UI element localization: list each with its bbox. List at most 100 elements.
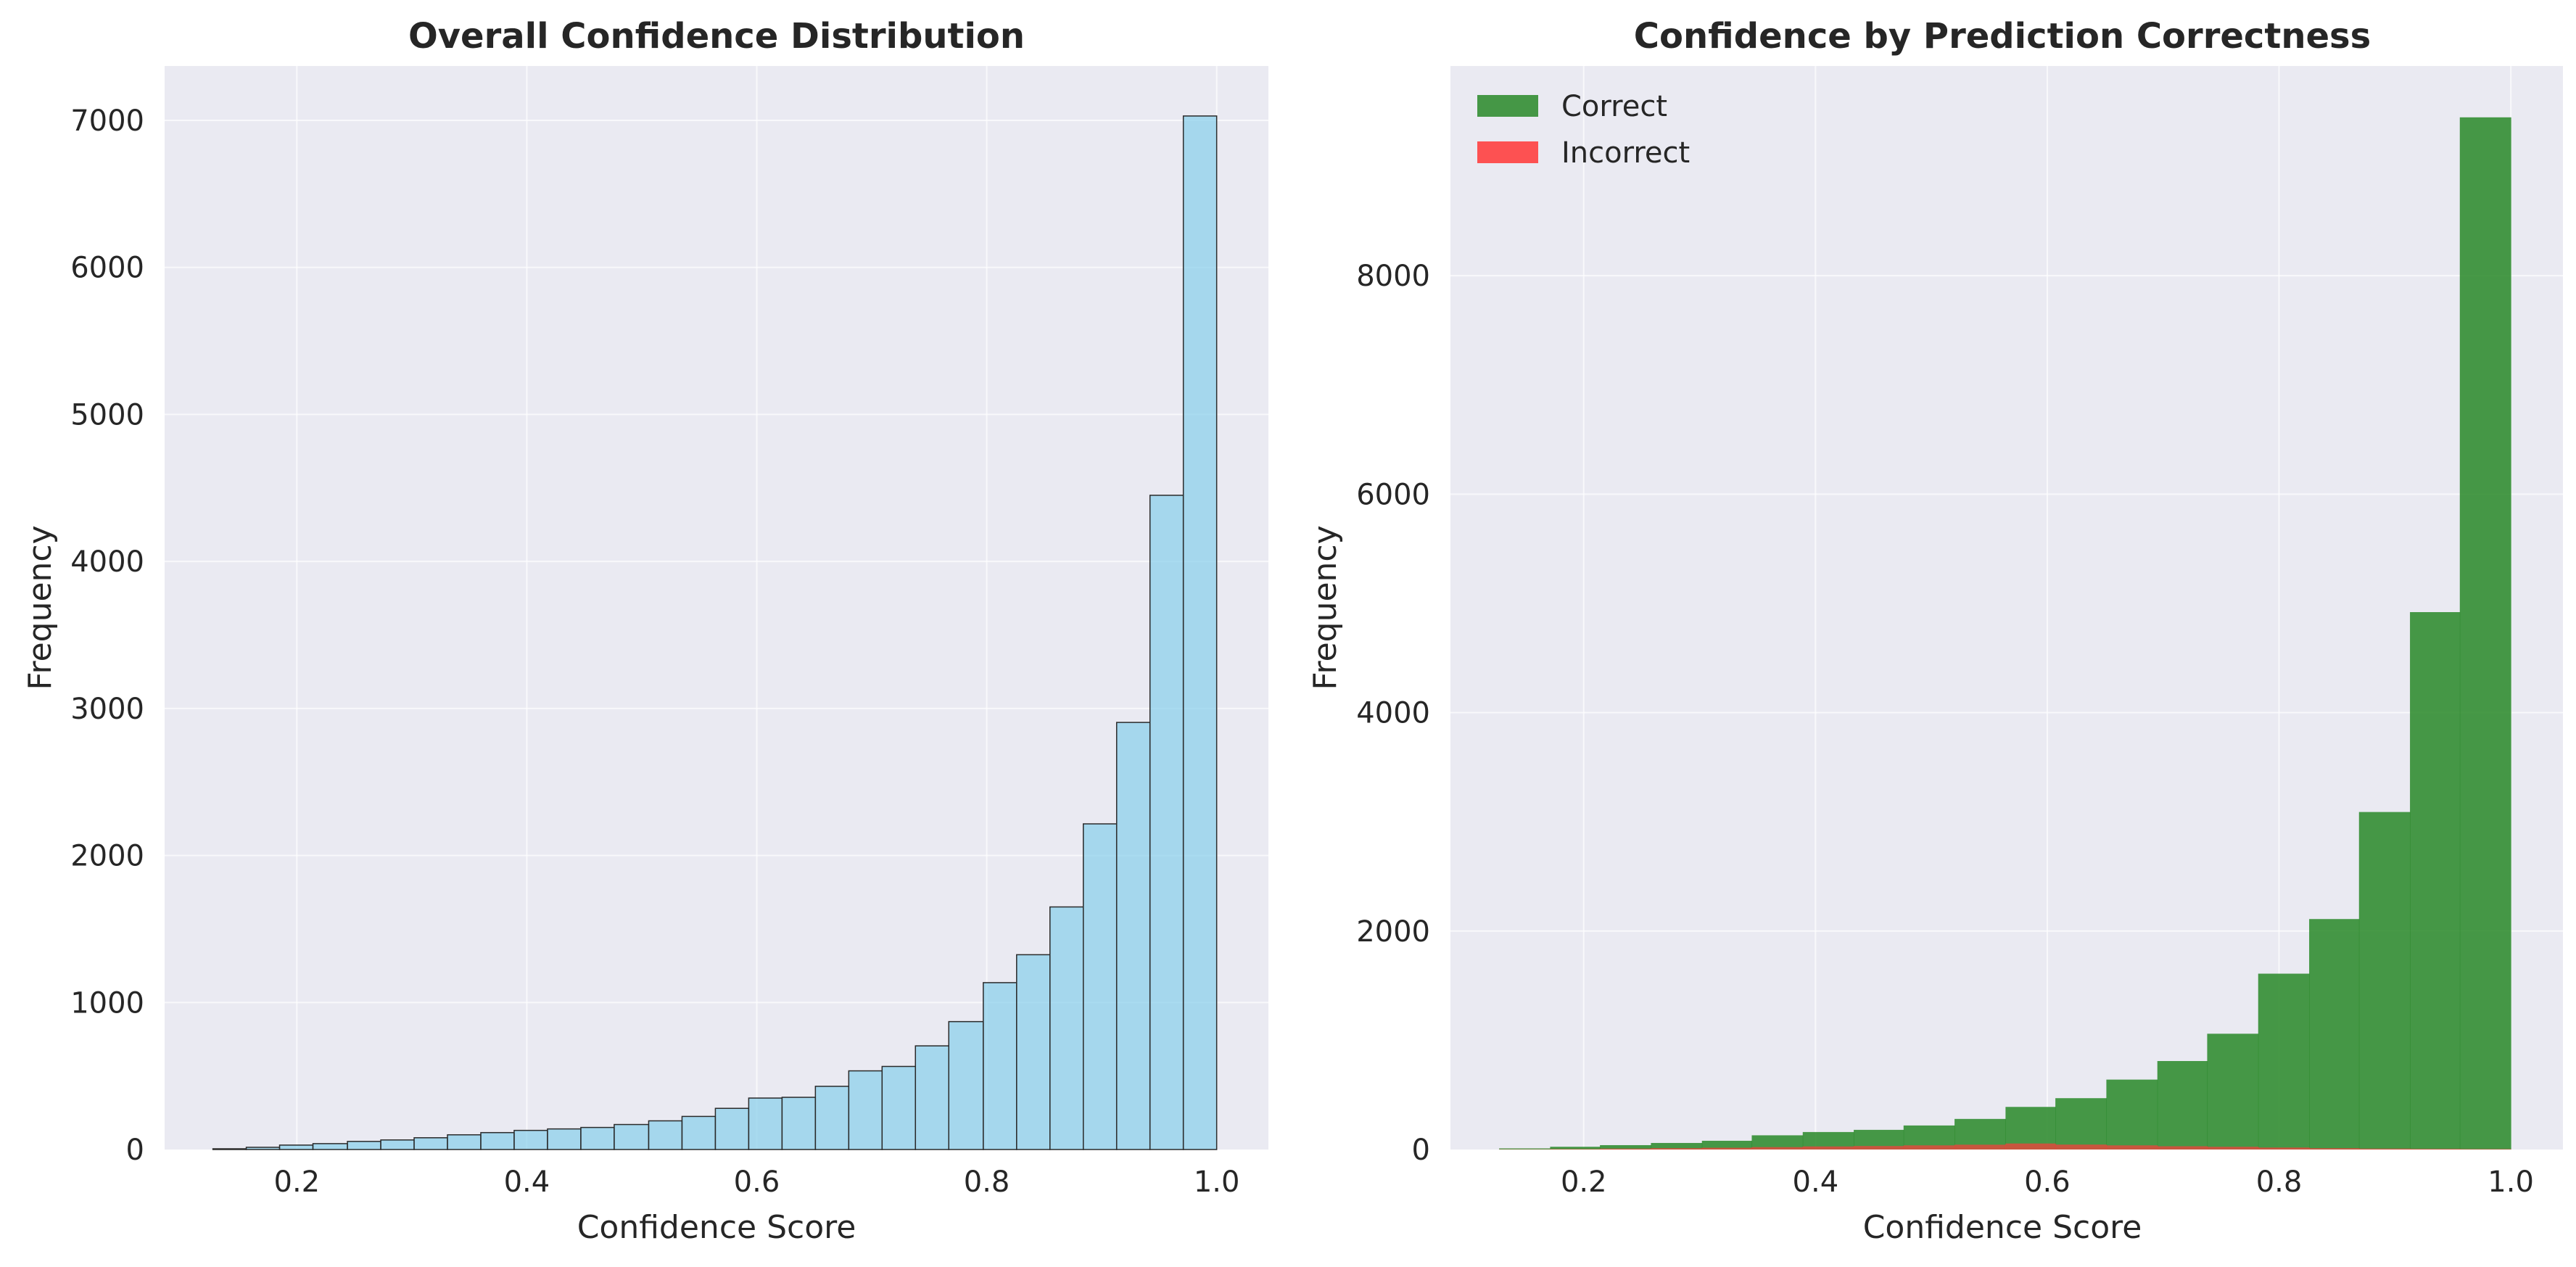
left-y-tick-labels: 0 1000 2000 3000 4000 5000 6000 7000	[70, 104, 144, 1167]
incorrect-bar	[2005, 1143, 2056, 1150]
incorrect-bar	[1903, 1145, 1955, 1150]
legend-label-incorrect: Incorrect	[1561, 136, 1690, 170]
incorrect-bar	[2258, 1147, 2310, 1150]
histogram-bar	[245, 1147, 281, 1150]
histogram-bar	[312, 1143, 348, 1150]
correct-bar	[1600, 1144, 1652, 1150]
correct-bar	[1701, 1140, 1753, 1150]
y-tick-label: 2000	[1356, 915, 1430, 949]
histogram-bar	[781, 1097, 817, 1150]
left-x-tick-labels: 0.2 0.4 0.6 0.8 1.0	[274, 1165, 1240, 1199]
histogram-bar	[1115, 722, 1151, 1150]
correct-bar	[1499, 1148, 1551, 1150]
incorrect-bar	[1651, 1148, 1703, 1150]
left-chart: 0.2 0.4 0.6 0.8 1.0 0 1000 2000 3000 4000 5000 600…	[22, 16, 1268, 1246]
correct-bar	[2106, 1079, 2158, 1150]
incorrect-bar	[1701, 1147, 1753, 1150]
incorrect-bar	[2410, 1149, 2461, 1150]
correct-bar	[2055, 1098, 2108, 1150]
histogram-bar	[513, 1129, 548, 1150]
histogram-bar	[580, 1126, 615, 1150]
histogram-bar	[1182, 115, 1218, 1150]
correct-bar	[2410, 612, 2461, 1150]
incorrect-bar	[1751, 1147, 1804, 1150]
incorrect-bar	[2358, 1148, 2411, 1150]
y-tick-label: 0	[1412, 1134, 1430, 1167]
y-tick-label: 6000	[70, 252, 144, 285]
histogram-bar	[881, 1065, 917, 1150]
correct-bar	[1751, 1135, 1804, 1150]
x-tick-label: 0.2	[1561, 1165, 1607, 1199]
y-tick-label: 7000	[70, 104, 144, 138]
histogram-bar	[480, 1131, 515, 1150]
histogram-bar	[714, 1107, 750, 1150]
right-chart-title: Confidence by Prediction Correctness	[1634, 16, 2371, 57]
correct-bar	[1954, 1118, 2007, 1150]
histogram-bar	[380, 1139, 415, 1150]
legend-label-correct: Correct	[1561, 90, 1667, 123]
incorrect-bar	[2106, 1145, 2158, 1150]
histogram-bar	[648, 1120, 683, 1150]
y-tick-label: 3000	[70, 693, 144, 726]
x-tick-label: 0.2	[274, 1165, 321, 1199]
correct-bar	[1550, 1147, 1601, 1150]
histogram-bar	[848, 1070, 883, 1150]
histogram-bar	[413, 1137, 448, 1150]
x-tick-label: 1.0	[2488, 1165, 2534, 1199]
x-tick-label: 0.4	[504, 1165, 550, 1199]
histogram-bar	[447, 1134, 482, 1150]
correct-bar	[2309, 919, 2360, 1150]
correct-bar	[2157, 1061, 2208, 1150]
legend-swatch-incorrect	[1477, 141, 1538, 163]
histogram-bar	[814, 1086, 850, 1150]
correct-bar	[2358, 812, 2411, 1150]
right-x-axis-label: Confidence Score	[1863, 1209, 2142, 1246]
left-bars	[212, 115, 1218, 1150]
histogram-bar	[1149, 495, 1184, 1150]
correct-bar	[2005, 1107, 2056, 1150]
histogram-bar	[983, 982, 1017, 1150]
x-tick-label: 0.4	[1793, 1165, 1839, 1199]
right-y-tick-labels: 0 2000 4000 6000 8000	[1356, 260, 1430, 1167]
left-y-axis-label: Frequency	[22, 525, 59, 690]
y-tick-label: 8000	[1356, 260, 1430, 293]
incorrect-bar	[2157, 1146, 2208, 1150]
incorrect-bar	[2207, 1147, 2259, 1150]
histogram-bar	[1016, 954, 1051, 1150]
y-tick-label: 4000	[70, 545, 144, 579]
y-tick-label: 0	[126, 1134, 144, 1167]
incorrect-bar	[2055, 1144, 2108, 1150]
histogram-bar	[915, 1045, 950, 1150]
histogram-bar	[547, 1128, 582, 1150]
legend-swatch-correct	[1477, 95, 1538, 117]
correct-bar	[1651, 1142, 1703, 1150]
right-y-axis-label: Frequency	[1307, 525, 1344, 690]
left-x-axis-label: Confidence Score	[577, 1209, 856, 1246]
histogram-bar	[748, 1097, 783, 1150]
histogram-bar	[681, 1115, 717, 1150]
correct-bar	[2207, 1033, 2259, 1150]
incorrect-bar	[1854, 1146, 1904, 1150]
legend: Correct Incorrect	[1477, 90, 1690, 170]
histogram-bar	[1082, 823, 1118, 1150]
histogram-bar	[1049, 906, 1084, 1150]
x-tick-label: 0.8	[2256, 1165, 2303, 1199]
histogram-bar	[614, 1123, 650, 1150]
x-tick-label: 1.0	[1194, 1165, 1240, 1199]
correct-bar	[2459, 117, 2511, 1150]
y-tick-label: 2000	[70, 840, 144, 873]
histogram-bar	[948, 1020, 984, 1150]
incorrect-bar	[1802, 1146, 1854, 1150]
histogram-bar	[278, 1144, 314, 1150]
x-tick-label: 0.8	[964, 1165, 1010, 1199]
right-bars	[1499, 117, 2511, 1150]
incorrect-bar	[1954, 1144, 2007, 1150]
right-chart: 0.2 0.4 0.6 0.8 1.0 0 2000 4000 6000 8000 Confid…	[1307, 16, 2563, 1246]
y-tick-label: 4000	[1356, 697, 1430, 730]
incorrect-bar	[2459, 1149, 2511, 1150]
y-tick-label: 1000	[70, 986, 144, 1020]
incorrect-bar	[1550, 1149, 1601, 1150]
histogram-bar	[212, 1148, 247, 1150]
y-tick-label: 6000	[1356, 478, 1430, 511]
